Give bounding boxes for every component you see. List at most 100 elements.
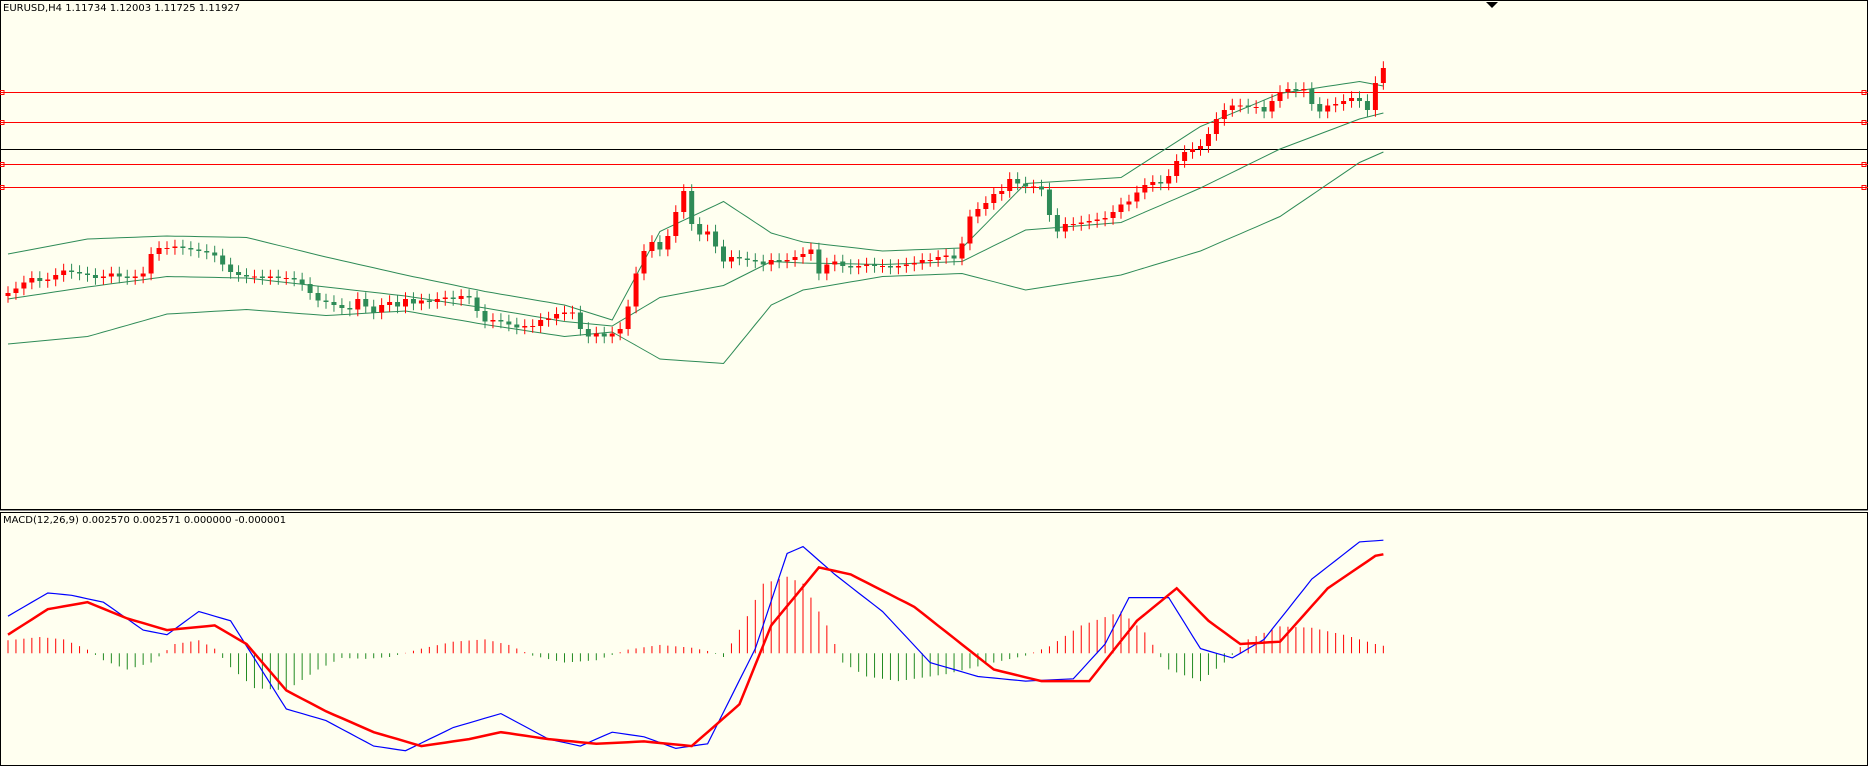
candle-body: [903, 264, 909, 266]
symbol-timeframe: EURUSD,H4: [3, 3, 63, 14]
candle-body: [959, 243, 965, 259]
candle-body: [1046, 189, 1052, 215]
candle-body: [713, 231, 719, 247]
candle-body: [1229, 105, 1235, 110]
candle-body: [856, 266, 862, 268]
candle-body: [1333, 104, 1339, 106]
candle-body: [554, 314, 560, 319]
candle-body: [482, 311, 488, 322]
candle-body: [61, 270, 67, 275]
candle-body: [92, 275, 98, 278]
candle-body: [625, 306, 631, 329]
candle-body: [275, 276, 281, 278]
level-handle-right-4[interactable]: [1861, 162, 1867, 167]
candle-body: [1205, 134, 1211, 146]
candle-body: [45, 279, 51, 281]
candle-body: [1015, 179, 1021, 184]
candle-body: [951, 255, 957, 259]
candle-body: [816, 249, 822, 274]
bollinger-middle-band: [7, 112, 1384, 327]
candle-body: [13, 288, 19, 293]
candle-body: [569, 312, 575, 314]
candle-body: [506, 321, 512, 325]
level-handle-left-5[interactable]: [0, 185, 5, 190]
candle-body: [1054, 215, 1060, 232]
candle-body: [474, 297, 480, 311]
candle-body: [744, 258, 750, 260]
candle-body: [347, 308, 353, 310]
level-handle-left-1[interactable]: [0, 90, 5, 95]
level-handle-right-1[interactable]: [1861, 90, 1867, 95]
candle-body: [880, 266, 885, 267]
level-handle-right-5[interactable]: [1861, 185, 1867, 190]
candle-body: [339, 305, 345, 308]
candle-body: [864, 264, 870, 266]
candle-body: [728, 257, 734, 262]
candle-body: [887, 266, 893, 268]
candle-body: [1317, 104, 1323, 112]
candle-body: [244, 275, 249, 277]
candle-body: [1269, 101, 1275, 112]
candle-body: [943, 255, 949, 257]
candle-body: [1158, 182, 1164, 184]
macd-panel-frame: [0, 512, 1868, 766]
level-handle-right-2[interactable]: [1861, 120, 1867, 125]
candle-body: [410, 299, 416, 304]
bollinger-upper-band: [7, 80, 1384, 321]
candle-body: [140, 273, 146, 277]
candle-body: [601, 333, 607, 337]
candle-body: [999, 191, 1005, 194]
candle-body: [641, 251, 647, 274]
candle-body: [355, 299, 361, 310]
candle-body: [657, 242, 663, 250]
level-handle-left-4[interactable]: [0, 162, 5, 167]
candle-body: [832, 261, 838, 265]
candle-body: [188, 248, 194, 250]
candle-body: [116, 273, 122, 277]
candle-body: [212, 252, 218, 256]
candle-body: [609, 333, 615, 337]
candle-body: [323, 300, 329, 302]
candle-body: [267, 276, 273, 278]
candle-body: [975, 209, 981, 217]
macd-lines-group: [7, 539, 1384, 752]
candle-body: [251, 276, 257, 278]
candle-body: [617, 329, 623, 334]
candle-body: [331, 302, 337, 305]
candle-body: [1237, 105, 1243, 107]
candle-body: [156, 248, 162, 254]
candle-body: [522, 326, 528, 328]
candle-body: [1285, 89, 1291, 92]
chart-shift-marker-icon[interactable]: [1486, 2, 1498, 8]
candle-body: [363, 299, 369, 307]
candle-body: [1134, 192, 1140, 202]
candle-body: [458, 296, 464, 299]
candle-body: [530, 326, 536, 327]
candle-body: [895, 266, 901, 268]
horizontal-levels-group: [0, 90, 1868, 190]
candle-body: [721, 246, 726, 262]
candle-body: [1102, 218, 1108, 220]
candle-body: [1253, 107, 1259, 108]
candle-body: [299, 279, 305, 284]
candle-body: [776, 260, 782, 262]
candle-body: [1245, 105, 1251, 107]
candle-body: [736, 257, 742, 259]
candle-body: [705, 231, 711, 235]
candle-body: [85, 273, 90, 275]
candle-body: [919, 260, 925, 263]
candle-body: [585, 329, 591, 337]
level-handle-left-2[interactable]: [0, 120, 5, 125]
candles-group: [5, 61, 1386, 344]
candle-body: [991, 194, 997, 203]
candle-body: [1086, 221, 1092, 223]
candle-body: [1221, 110, 1227, 119]
candle-body: [1293, 89, 1299, 91]
candle-body: [315, 293, 321, 301]
candle-body: [1261, 107, 1267, 112]
macd-histogram-group: [7, 576, 1384, 691]
candle-body: [681, 191, 687, 212]
candle-body: [379, 305, 385, 313]
candle-body: [1325, 105, 1331, 112]
